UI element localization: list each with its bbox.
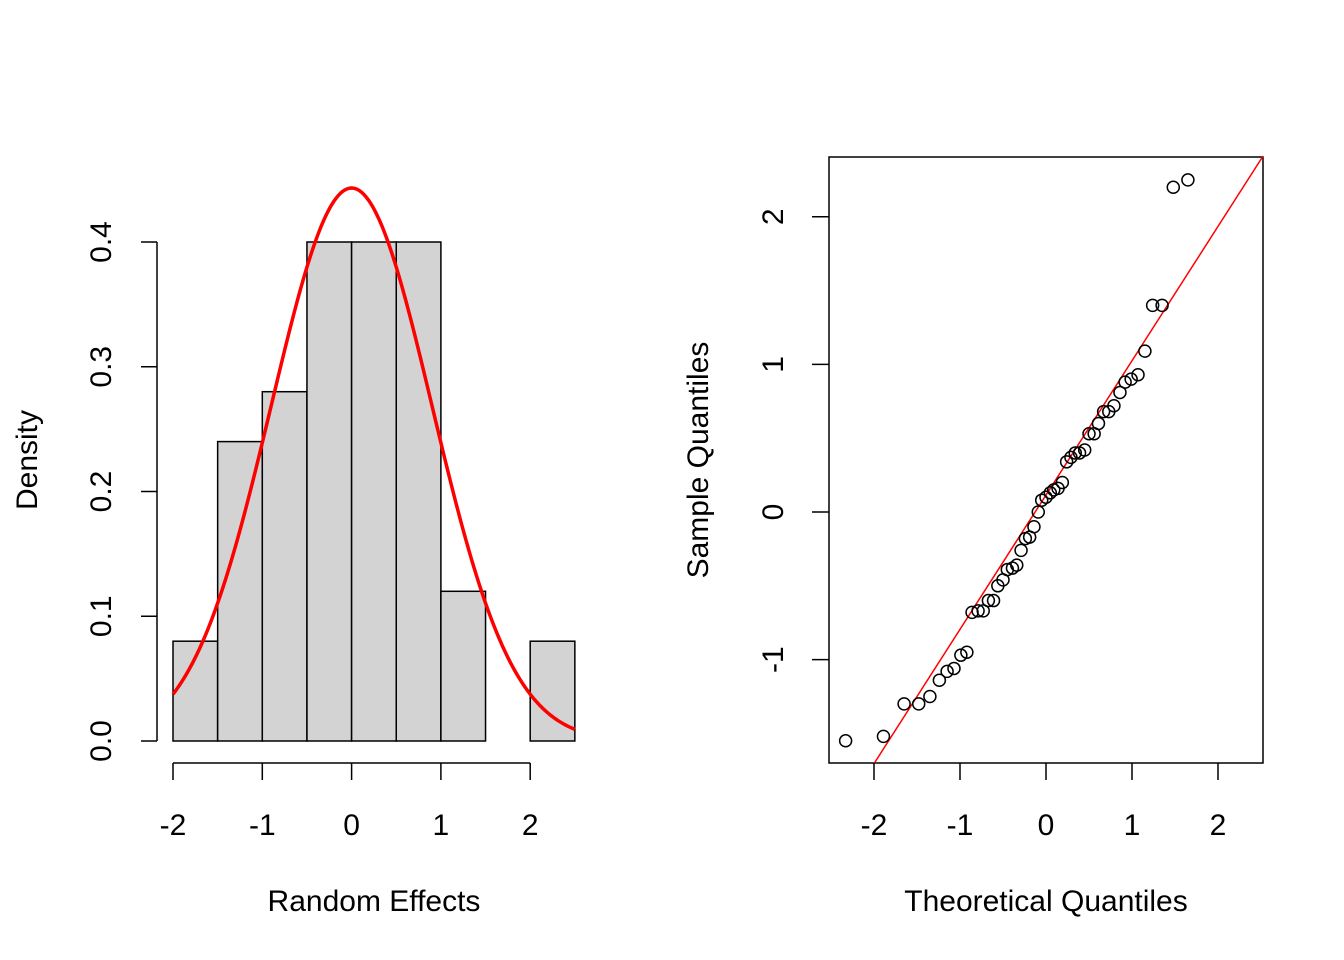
qq-point bbox=[1155, 298, 1169, 313]
qq-point bbox=[838, 734, 853, 748]
qq-point bbox=[1124, 372, 1138, 386]
qq-point bbox=[1014, 543, 1028, 558]
y-tick-label: 0.1 bbox=[85, 595, 118, 637]
qq-point bbox=[1031, 505, 1046, 519]
x-tick-label: -1 bbox=[249, 809, 276, 842]
histogram-panel: 0.0 0.1 0.2 0.3 0.4 -2 -1 0 1 2 Random Effects D… bbox=[11, 186, 576, 918]
histogram-bar bbox=[395, 241, 442, 742]
qq-point bbox=[1068, 446, 1082, 460]
qq-point bbox=[1039, 490, 1053, 504]
histogram-bar bbox=[440, 590, 487, 742]
x-tick-label: -1 bbox=[947, 809, 974, 842]
qq-point bbox=[947, 661, 961, 676]
qq-point bbox=[876, 729, 891, 744]
qq-point bbox=[981, 593, 996, 608]
normal-density-curve bbox=[171, 186, 576, 731]
x-tick-label: 2 bbox=[1210, 809, 1227, 842]
qq-point bbox=[923, 689, 937, 704]
y-tick-label: 0.4 bbox=[85, 221, 118, 263]
x-tick-label: 1 bbox=[433, 809, 450, 842]
qq-y-ticks: -1 0 1 2 bbox=[757, 208, 829, 673]
qq-point bbox=[960, 645, 974, 659]
histogram-bar bbox=[350, 241, 398, 742]
qq-plot-panel: -2 -1 0 1 2 -1 0 1 2 Theoretical Quantiles Samp… bbox=[682, 155, 1264, 918]
x-tick-label: -2 bbox=[160, 809, 187, 842]
qq-reference-line bbox=[873, 155, 1264, 764]
qq-point bbox=[1107, 398, 1121, 413]
qq-point bbox=[1145, 298, 1160, 313]
histogram-y-ticks: 0.0 0.1 0.2 0.3 0.4 bbox=[85, 221, 157, 762]
qq-point bbox=[1059, 455, 1074, 469]
qq-point bbox=[911, 697, 926, 711]
histogram-x-ticks: -2 -1 0 1 2 bbox=[160, 763, 539, 842]
qq-plot-frame bbox=[828, 156, 1264, 764]
qq-point bbox=[1027, 520, 1041, 534]
x-tick-label: -2 bbox=[861, 809, 888, 842]
qq-point bbox=[1064, 450, 1078, 465]
qq-point bbox=[1138, 344, 1152, 358]
qq-point bbox=[940, 664, 954, 679]
histogram-bars bbox=[172, 241, 576, 742]
y-tick-label: 0.2 bbox=[85, 471, 118, 513]
qq-point bbox=[1043, 486, 1058, 500]
histogram-bar bbox=[261, 390, 308, 742]
qq-point bbox=[1055, 475, 1070, 490]
qq-point bbox=[986, 593, 1001, 608]
qq-x-axis-title: Theoretical Quantiles bbox=[904, 885, 1187, 918]
qq-point bbox=[1091, 416, 1106, 431]
y-tick-label: -1 bbox=[757, 646, 790, 673]
histogram-y-axis-title: Density bbox=[11, 410, 44, 510]
qq-x-ticks: -2 -1 0 1 2 bbox=[861, 763, 1227, 842]
y-tick-label: 0.3 bbox=[85, 346, 118, 388]
histogram-bar bbox=[306, 241, 353, 742]
qq-point bbox=[971, 604, 985, 618]
qq-point bbox=[1082, 427, 1096, 441]
qq-point bbox=[1096, 404, 1111, 419]
qq-points bbox=[838, 173, 1195, 748]
x-tick-label: 2 bbox=[522, 809, 539, 842]
qq-point bbox=[1181, 173, 1195, 187]
y-tick-label: 2 bbox=[757, 208, 790, 225]
y-tick-label: 0.0 bbox=[85, 720, 118, 762]
y-tick-label: 1 bbox=[757, 356, 790, 373]
x-tick-label: 1 bbox=[1124, 809, 1141, 842]
qq-point bbox=[897, 697, 911, 711]
qq-point bbox=[1166, 180, 1181, 195]
y-tick-label: 0 bbox=[757, 504, 790, 521]
x-tick-label: 0 bbox=[343, 809, 360, 842]
histogram-x-axis-title: Random Effects bbox=[268, 885, 481, 918]
qq-point bbox=[1077, 443, 1092, 457]
qq-y-axis-title: Sample Quantiles bbox=[682, 342, 715, 579]
histogram-bar bbox=[216, 440, 264, 742]
qq-point bbox=[1010, 558, 1024, 572]
x-tick-label: 0 bbox=[1038, 809, 1055, 842]
qq-point bbox=[932, 673, 947, 688]
qq-point bbox=[1131, 367, 1145, 382]
